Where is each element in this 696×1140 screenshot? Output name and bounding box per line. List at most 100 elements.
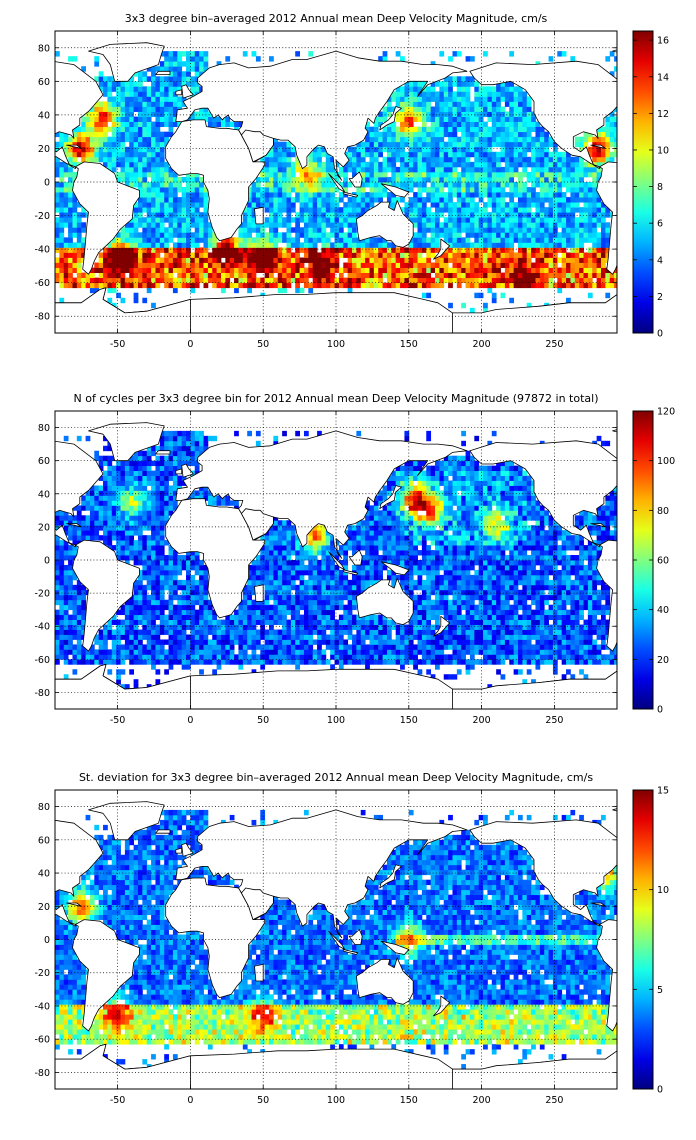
heatmap-cell xyxy=(417,136,423,143)
heatmap-cell xyxy=(120,91,126,97)
heatmap-cell xyxy=(137,634,143,640)
heatmap-cell xyxy=(531,624,536,630)
heatmap-cell xyxy=(570,187,576,193)
heatmap-cell xyxy=(413,86,418,92)
heatmap-cell xyxy=(264,629,270,635)
heatmap-cell xyxy=(400,131,405,138)
heatmap-cell xyxy=(552,654,558,660)
heatmap-cell xyxy=(98,272,104,279)
heatmap-cell xyxy=(76,141,82,148)
heatmap-cell xyxy=(325,247,331,253)
heatmap-cell xyxy=(513,111,519,117)
heatmap-cell xyxy=(286,202,292,208)
heatmap-cell xyxy=(561,237,567,243)
heatmap-cell xyxy=(177,51,183,57)
heatmap-cell xyxy=(133,222,139,228)
heatmap-cell xyxy=(251,649,257,655)
heatmap-cell xyxy=(142,649,148,655)
heatmap-cell xyxy=(68,639,73,645)
heatmap-cell xyxy=(544,629,549,635)
heatmap-cell xyxy=(68,247,73,253)
heatmap-cell xyxy=(421,227,427,233)
heatmap-cell xyxy=(509,629,515,635)
heatmap-cell xyxy=(59,297,65,304)
heatmap-cell xyxy=(260,192,266,198)
heatmap-cell xyxy=(317,262,322,268)
heatmap-cells xyxy=(55,430,617,690)
heatmap-cell xyxy=(526,272,532,279)
heatmap-cell xyxy=(373,644,379,650)
heatmap-cell xyxy=(186,171,191,178)
heatmap-cell xyxy=(614,267,617,273)
heatmap-cell xyxy=(522,146,528,153)
heatmap-cell xyxy=(509,96,515,102)
heatmap-cell xyxy=(277,202,283,208)
heatmap-cell xyxy=(400,111,405,117)
heatmap-cell xyxy=(98,111,104,117)
heatmap-cell xyxy=(343,192,349,198)
heatmap-cell xyxy=(417,111,423,117)
heatmap-cell xyxy=(299,197,305,203)
heatmap-cell xyxy=(535,197,541,203)
heatmap-cell xyxy=(596,267,602,273)
heatmap-cell xyxy=(574,252,580,258)
heatmap-cell xyxy=(509,659,515,665)
heatmap-cell xyxy=(557,242,563,248)
heatmap-cell xyxy=(439,146,445,153)
heatmap-cell xyxy=(76,237,82,243)
heatmap-cell xyxy=(478,121,484,128)
heatmap-cell xyxy=(439,136,445,143)
heatmap-cell xyxy=(308,187,314,193)
heatmap-cell xyxy=(186,654,191,660)
heatmap-cell xyxy=(317,217,322,223)
heatmap-cell xyxy=(295,166,300,173)
heatmap-cell xyxy=(369,237,375,243)
heatmap-cell xyxy=(290,267,296,273)
heatmap-cell xyxy=(107,624,113,630)
heatmap-cell xyxy=(225,272,231,279)
heatmap-cell xyxy=(395,262,401,268)
heatmap-cell xyxy=(325,187,331,193)
heatmap-cell xyxy=(469,639,475,645)
y-tick-label: -80 xyxy=(34,312,50,323)
heatmap-cell xyxy=(269,644,274,650)
heatmap-cell xyxy=(203,106,209,112)
heatmap-cell xyxy=(448,237,453,243)
heatmap-cell xyxy=(552,252,558,258)
heatmap-cell xyxy=(574,639,580,645)
heatmap-cell xyxy=(548,654,554,660)
heatmap-cell xyxy=(535,131,541,138)
heatmap-cell xyxy=(273,141,279,148)
heatmap-cell xyxy=(609,282,615,289)
coastline xyxy=(433,238,450,260)
heatmap-cell xyxy=(522,151,528,158)
heatmap-cell xyxy=(596,629,602,635)
heatmap-cell xyxy=(369,131,375,138)
heatmap-cell xyxy=(120,227,126,233)
heatmap-cell xyxy=(81,156,86,163)
heatmap-cell xyxy=(517,182,523,188)
heatmap-cell xyxy=(247,187,252,193)
heatmap-cell xyxy=(151,272,156,279)
heatmap-cell xyxy=(164,247,169,253)
heatmap-cell xyxy=(172,182,178,188)
heatmap-cell xyxy=(356,242,362,248)
heatmap-cell xyxy=(321,262,327,268)
heatmap-cell xyxy=(509,121,515,128)
heatmap-cell xyxy=(373,136,379,143)
heatmap-cell xyxy=(574,182,580,188)
heatmap-cell xyxy=(338,166,344,173)
heatmap-cell xyxy=(172,202,178,208)
heatmap-cell xyxy=(321,654,327,660)
heatmap-cell xyxy=(474,182,480,188)
heatmap-cell xyxy=(452,106,458,112)
heatmap-cell xyxy=(426,629,432,635)
heatmap-cell xyxy=(561,272,567,279)
heatmap-cell xyxy=(369,176,375,183)
heatmap-cell xyxy=(260,197,266,203)
heatmap-cell xyxy=(469,277,475,284)
heatmap-cell xyxy=(535,126,541,133)
heatmap-cell xyxy=(596,156,602,163)
heatmap-cell xyxy=(461,649,466,655)
